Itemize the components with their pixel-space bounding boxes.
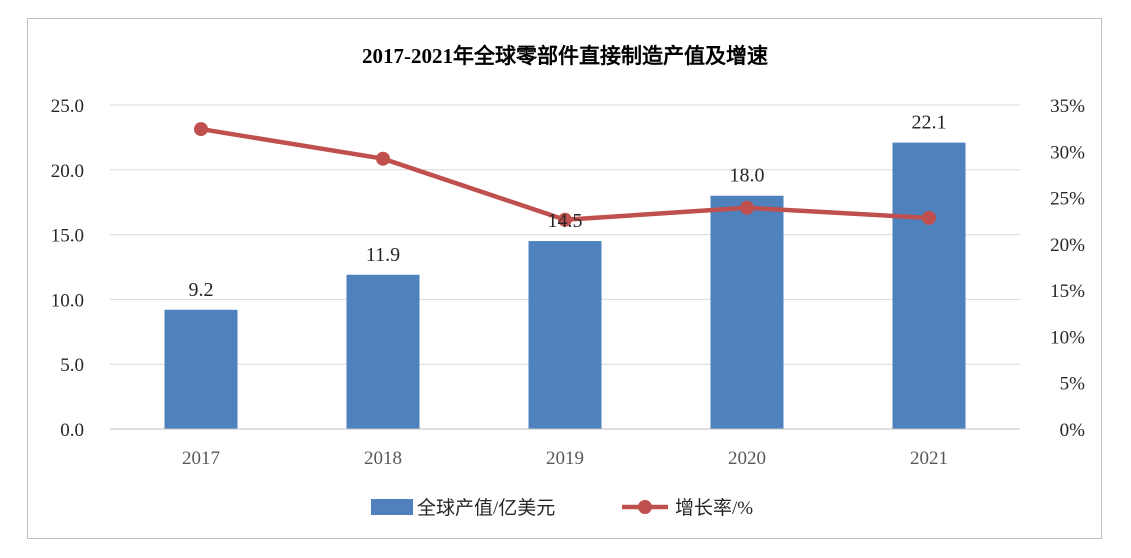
bar bbox=[528, 241, 602, 429]
bar-value-label: 22.1 bbox=[912, 112, 947, 134]
legend-label-line: 增长率/% bbox=[675, 497, 753, 519]
chart-title: 2017-2021年全球零部件直接制造产值及增速 bbox=[362, 44, 768, 68]
right-tick-label: 35% bbox=[1050, 96, 1085, 117]
left-axis: 0.0 5.0 10.0 15.0 20.0 25.0 bbox=[51, 96, 84, 441]
legend: 全球产值/亿美元 增长率/% bbox=[371, 497, 753, 519]
left-tick-label: 15.0 bbox=[51, 226, 84, 247]
right-tick-label: 20% bbox=[1050, 235, 1085, 256]
right-axis: 0% 5% 10% 15% 20% 25% 30% 35% bbox=[1050, 96, 1085, 441]
right-tick-label: 15% bbox=[1050, 281, 1085, 302]
x-tick-label: 2018 bbox=[364, 448, 402, 469]
bar-value-label: 9.2 bbox=[189, 279, 214, 301]
right-tick-label: 5% bbox=[1060, 374, 1086, 395]
bar-series bbox=[164, 142, 966, 430]
x-tick-label: 2019 bbox=[546, 448, 584, 469]
left-tick-label: 5.0 bbox=[60, 355, 84, 376]
right-tick-label: 30% bbox=[1050, 142, 1085, 163]
left-tick-label: 25.0 bbox=[51, 96, 84, 117]
bar bbox=[164, 309, 238, 429]
legend-label-bar: 全球产值/亿美元 bbox=[417, 497, 555, 519]
legend-swatch-bar bbox=[371, 499, 413, 515]
growth-point bbox=[376, 151, 390, 166]
right-tick-label: 0% bbox=[1060, 420, 1086, 441]
chart-frame bbox=[27, 18, 1102, 539]
x-tick-label: 2021 bbox=[910, 448, 948, 469]
growth-line bbox=[200, 126, 930, 223]
legend-swatch-marker bbox=[638, 500, 652, 514]
data-labels: 9.2 11.9 14.5 18.0 22.1 bbox=[189, 112, 947, 301]
left-tick-label: 20.0 bbox=[51, 161, 84, 182]
bar bbox=[892, 142, 966, 430]
line-series bbox=[194, 122, 936, 227]
x-axis: 2017 2018 2019 2020 2021 bbox=[110, 428, 1020, 469]
bar bbox=[710, 195, 784, 429]
left-tick-label: 0.0 bbox=[60, 420, 84, 441]
left-tick-label: 10.0 bbox=[51, 290, 84, 311]
growth-point bbox=[922, 210, 936, 225]
growth-point bbox=[558, 212, 572, 227]
bar-value-label: 18.0 bbox=[730, 165, 765, 187]
growth-point bbox=[194, 122, 208, 137]
bar bbox=[346, 274, 420, 429]
right-tick-label: 10% bbox=[1050, 327, 1085, 348]
growth-point bbox=[740, 200, 754, 215]
x-tick-label: 2017 bbox=[182, 448, 220, 469]
bar-value-label: 14.5 bbox=[548, 210, 583, 232]
x-tick-label: 2020 bbox=[728, 448, 766, 469]
bar-value-label: 11.9 bbox=[366, 244, 400, 266]
right-tick-label: 25% bbox=[1050, 189, 1085, 210]
